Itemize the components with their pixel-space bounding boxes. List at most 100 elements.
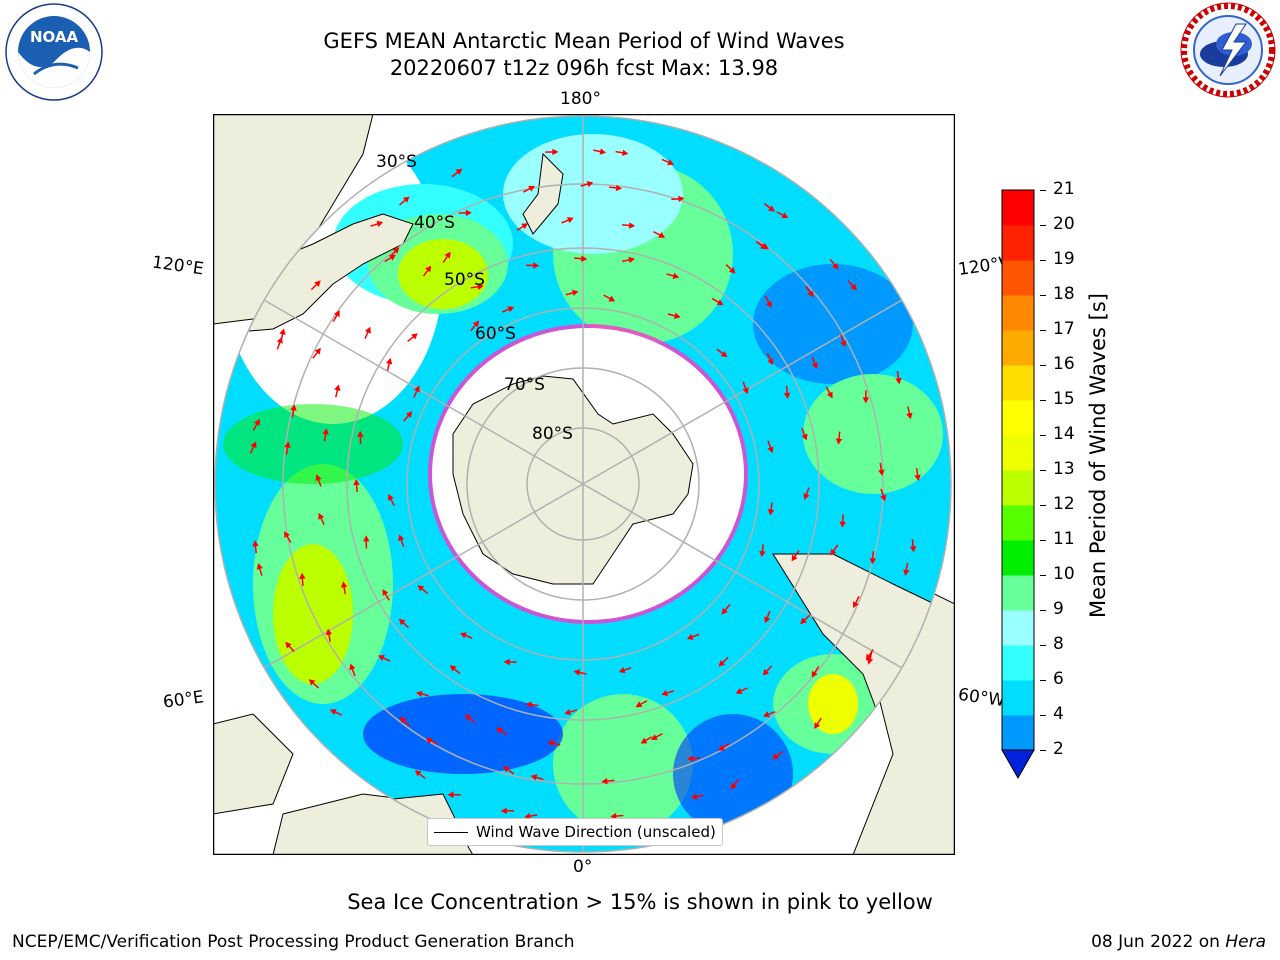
wave-direction-arrowhead <box>525 701 532 708</box>
colorbar-tick-label: 2 <box>1053 739 1064 759</box>
colorbar-tick-mark <box>1040 295 1046 296</box>
colorbar-under-triangle <box>1001 749 1035 780</box>
colorbar-segment <box>1002 470 1034 506</box>
wave-direction-arrowhead <box>661 689 668 697</box>
wave-direction-arrowhead <box>601 777 608 785</box>
wave-direction-arrowhead <box>314 347 321 355</box>
footer-date: 08 Jun 2022 on <box>1091 932 1226 952</box>
colorbar-tick-mark <box>1040 680 1046 681</box>
wave-direction-arrowhead <box>852 601 859 609</box>
wave-direction-arrowhead <box>376 220 384 228</box>
wave-direction-arrowhead <box>826 391 833 399</box>
wave-direction-arrowhead <box>772 753 779 760</box>
wave-direction-arrowhead <box>686 633 694 640</box>
colorbar-segment <box>1002 610 1034 646</box>
wave-direction-arrowhead <box>564 708 572 716</box>
lat-label-50s: 50°S <box>444 270 485 290</box>
wave-direction-arrowhead <box>783 392 791 399</box>
wave-direction-arrowhead <box>333 310 340 318</box>
wave-direction-arrowhead <box>762 668 770 676</box>
meridian-120w-60e <box>263 299 903 669</box>
legend-label: Wind Wave Direction (unscaled) <box>476 823 716 841</box>
chart-title: GEFS MEAN Antarctic Mean Period of Wind … <box>323 29 845 53</box>
colorbar-tick-mark <box>1040 365 1046 366</box>
wave-direction-arrowhead <box>279 328 286 335</box>
colorbar-tick-label: 11 <box>1053 529 1075 549</box>
wave-direction-arrowhead <box>628 256 635 264</box>
wave-direction-arrowhead <box>673 312 681 319</box>
colorbar-tick-label: 9 <box>1053 599 1064 619</box>
wave-direction-arrowhead <box>425 738 433 744</box>
wave-direction-arrowhead <box>524 812 531 820</box>
noaa-center-text: NOAA <box>30 28 79 46</box>
colorbar-tick-label: 14 <box>1053 424 1075 444</box>
graticule <box>214 115 952 853</box>
wave-direction-arrowhead <box>398 534 405 542</box>
wave-direction-arrowhead <box>866 657 874 665</box>
wave-direction-arrowhead <box>363 535 370 542</box>
wave-direction-arrowhead <box>610 812 617 820</box>
wave-direction-arrowhead <box>903 569 910 576</box>
colorbar-tick-mark <box>1040 610 1046 611</box>
wave-direction-arrowhead <box>447 791 454 799</box>
wave-direction-arrowhead <box>364 326 371 334</box>
colorbar-tick-mark <box>1040 225 1046 226</box>
colorbar-tick-mark <box>1040 470 1046 471</box>
wave-direction-arrowhead <box>533 262 540 269</box>
wave-direction-arrowhead <box>635 701 643 708</box>
colorbar-tick-label: 8 <box>1053 634 1064 654</box>
colorbar-tick-mark <box>1040 715 1046 716</box>
colorbar-segment <box>1002 225 1034 261</box>
colorbar-segment <box>1002 330 1034 366</box>
colorbar-tick-label: 16 <box>1053 354 1075 374</box>
wave-direction-arrowhead <box>402 196 410 203</box>
wave-direction-arrowhead <box>318 512 325 520</box>
colorbar-tick-label: 13 <box>1053 459 1075 479</box>
colorbar-tick-mark <box>1040 190 1046 191</box>
wave-direction-arrowhead <box>599 148 607 155</box>
wave-direction-arrowhead <box>385 357 393 365</box>
wave-direction-arrowhead <box>460 632 467 639</box>
wave-direction-arrowhead <box>906 412 913 420</box>
nws-logo <box>1176 0 1280 100</box>
wave-direction-arrowhead <box>547 740 555 747</box>
wind-wave-arrows <box>249 148 921 820</box>
wave-direction-arrowhead <box>781 212 789 219</box>
colorbar-tick-mark <box>1040 330 1046 331</box>
colorbar-tick-label: 19 <box>1053 249 1075 269</box>
wave-direction-arrowhead <box>730 782 737 790</box>
wave-direction-arrowhead <box>405 411 413 418</box>
lon-label-180: 180° <box>560 89 601 109</box>
wave-direction-arrowhead <box>398 618 406 626</box>
wave-direction-arrowhead <box>349 663 356 671</box>
lat-label-30s: 30°S <box>376 152 417 172</box>
wave-direction-arrowhead <box>832 262 839 270</box>
wave-direction-arrowhead <box>507 306 515 313</box>
colorbar-frame <box>1001 189 1035 751</box>
colorbar-tick-label: 15 <box>1053 389 1075 409</box>
wave-direction-arrowhead <box>413 385 420 393</box>
wave-direction-arrowhead <box>721 607 728 615</box>
wave-direction-arrowhead <box>299 572 306 580</box>
wave-direction-arrowhead <box>763 711 770 718</box>
wave-direction-arrowhead <box>325 628 333 636</box>
wave-direction-arrowhead <box>503 658 510 666</box>
wave-direction-arrowhead <box>472 320 480 328</box>
colorbar-segment <box>1002 645 1034 681</box>
wave-direction-arrowhead <box>811 670 818 678</box>
lon-label-0: 0° <box>573 857 593 877</box>
wave-direction-arrowhead <box>573 669 581 676</box>
lat-label-70s: 70°S <box>504 375 545 395</box>
colorbar-tick-label: 17 <box>1053 319 1075 339</box>
wave-direction-arrowhead <box>803 493 810 500</box>
colorbar-segment <box>1002 435 1034 471</box>
colorbar-tick-mark <box>1040 575 1046 576</box>
wave-direction-arrowhead <box>552 148 559 156</box>
wave-direction-arrowhead <box>449 665 457 672</box>
wave-direction-arrowhead <box>742 387 749 395</box>
wave-direction-arrowhead <box>290 404 297 411</box>
colorbar-segment <box>1002 400 1034 436</box>
wave-direction-arrowhead <box>672 272 680 280</box>
footer-right: 08 Jun 2022 on Hera <box>1091 932 1266 952</box>
wave-direction-arrowhead <box>767 509 775 516</box>
